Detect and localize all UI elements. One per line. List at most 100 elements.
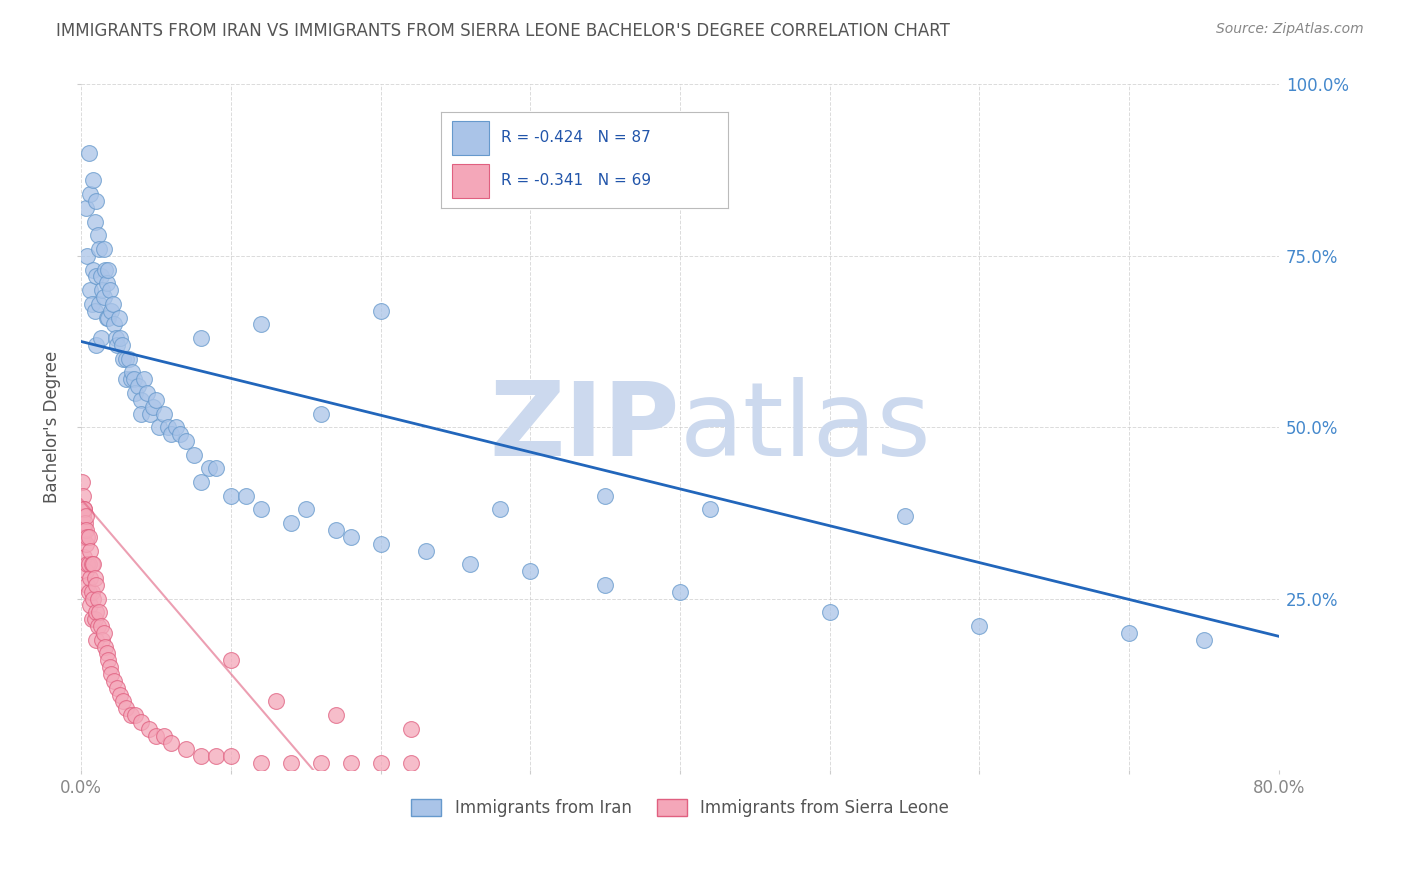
- Point: [190, 331, 212, 345]
- Point: [295, 502, 318, 516]
- Point: [73, 550, 96, 565]
- Point: [100, 667, 122, 681]
- Y-axis label: Bachelor's Degree: Bachelor's Degree: [44, 351, 60, 503]
- Point: [76, 558, 98, 572]
- Point: [79, 283, 101, 297]
- Point: [460, 558, 482, 572]
- Point: [118, 351, 141, 366]
- Point: [76, 249, 98, 263]
- Point: [72, 509, 94, 524]
- Point: [83, 303, 105, 318]
- Point: [80, 297, 103, 311]
- Point: [97, 653, 120, 667]
- Point: [157, 420, 180, 434]
- Point: [75, 201, 97, 215]
- Point: [80, 612, 103, 626]
- Point: [148, 420, 170, 434]
- Point: [83, 612, 105, 626]
- Point: [108, 688, 131, 702]
- Point: [190, 475, 212, 489]
- Point: [174, 742, 197, 756]
- Point: [84, 578, 107, 592]
- Point: [89, 605, 111, 619]
- Point: [280, 516, 302, 531]
- Point: [370, 756, 392, 771]
- Point: [101, 297, 124, 311]
- Point: [124, 708, 146, 723]
- Point: [197, 461, 219, 475]
- Point: [122, 372, 145, 386]
- Point: [115, 701, 138, 715]
- Point: [94, 262, 117, 277]
- Point: [97, 310, 120, 325]
- Point: [399, 756, 422, 771]
- Point: [93, 242, 115, 256]
- Point: [79, 599, 101, 613]
- Point: [818, 605, 841, 619]
- Point: [134, 372, 156, 386]
- Legend: Immigrants from Iran, Immigrants from Sierra Leone: Immigrants from Iran, Immigrants from Si…: [405, 792, 956, 823]
- Point: [519, 564, 541, 578]
- Point: [83, 214, 105, 228]
- Point: [76, 523, 98, 537]
- Point: [129, 714, 152, 729]
- Point: [84, 269, 107, 284]
- Point: [160, 427, 183, 442]
- Point: [489, 502, 512, 516]
- Point: [174, 434, 197, 448]
- Point: [115, 351, 138, 366]
- Point: [145, 729, 167, 743]
- Point: [89, 297, 111, 311]
- Point: [205, 749, 228, 764]
- Point: [138, 722, 160, 736]
- Point: [593, 578, 616, 592]
- Point: [264, 694, 287, 708]
- Point: [105, 681, 128, 695]
- Point: [90, 269, 112, 284]
- Point: [129, 407, 152, 421]
- Point: [124, 386, 146, 401]
- Point: [94, 640, 117, 654]
- Point: [90, 331, 112, 345]
- Point: [93, 290, 115, 304]
- Point: [325, 523, 347, 537]
- Point: [80, 558, 103, 572]
- Point: [107, 310, 129, 325]
- Point: [325, 708, 347, 723]
- Point: [127, 379, 149, 393]
- Point: [87, 228, 110, 243]
- Point: [82, 591, 104, 606]
- Text: Source: ZipAtlas.com: Source: ZipAtlas.com: [1216, 22, 1364, 37]
- Point: [97, 262, 120, 277]
- Point: [160, 735, 183, 749]
- Point: [152, 407, 174, 421]
- Point: [120, 372, 142, 386]
- Point: [108, 331, 131, 345]
- Point: [79, 187, 101, 202]
- Point: [129, 392, 152, 407]
- Point: [139, 407, 162, 421]
- Point: [79, 571, 101, 585]
- Point: [72, 502, 94, 516]
- Point: [893, 509, 915, 524]
- Point: [77, 558, 100, 572]
- Point: [100, 303, 122, 318]
- Point: [89, 242, 111, 256]
- Point: [183, 448, 205, 462]
- Text: ZIP: ZIP: [489, 376, 681, 478]
- Point: [235, 489, 257, 503]
- Point: [76, 530, 98, 544]
- Point: [103, 318, 125, 332]
- Point: [250, 318, 273, 332]
- Text: IMMIGRANTS FROM IRAN VS IMMIGRANTS FROM SIERRA LEONE BACHELOR'S DEGREE CORRELATI: IMMIGRANTS FROM IRAN VS IMMIGRANTS FROM …: [56, 22, 950, 40]
- Point: [165, 420, 187, 434]
- Point: [250, 756, 273, 771]
- Text: atlas: atlas: [681, 376, 932, 478]
- Point: [121, 365, 143, 379]
- Point: [82, 173, 104, 187]
- Point: [969, 619, 991, 633]
- Point: [219, 653, 242, 667]
- Point: [112, 351, 135, 366]
- Point: [82, 262, 104, 277]
- Point: [309, 756, 332, 771]
